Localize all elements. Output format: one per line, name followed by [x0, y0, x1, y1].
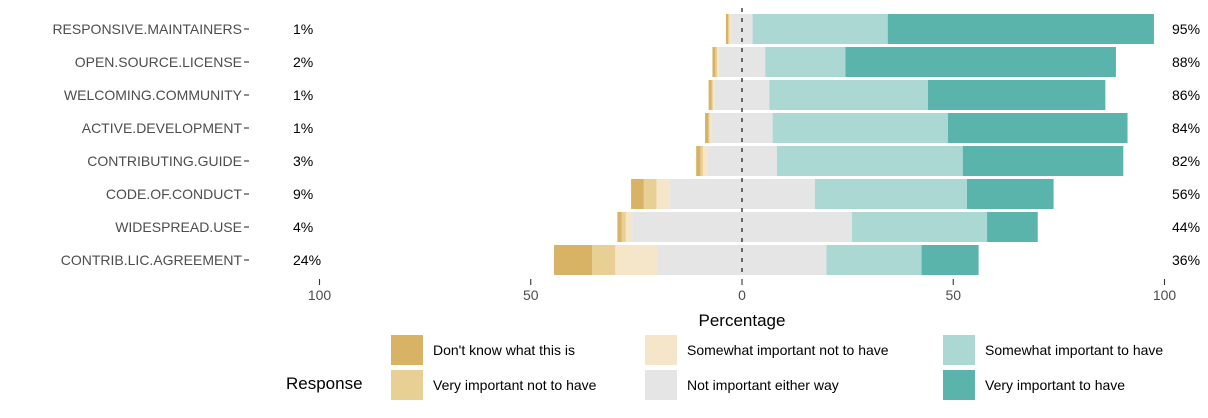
category-label: CONTRIB.LIC.AGREEMENT — [61, 252, 243, 268]
bar-segment — [702, 146, 708, 176]
category-label: RESPONSIVE.MAINTAINERS — [52, 21, 242, 37]
legend-swatch — [943, 335, 975, 365]
bar-segment — [714, 80, 770, 110]
left-percent-labels: 1% 2% 1% 1% 3% 9% 4% 24% — [293, 21, 321, 268]
bar-segment — [851, 212, 988, 242]
bar-segment — [711, 80, 713, 110]
bar-segment — [708, 80, 712, 110]
right-percent-label: 88% — [1172, 54, 1200, 70]
category-label: WELCOMING.COMMUNITY — [64, 87, 243, 103]
bar-segment — [765, 47, 846, 77]
x-tick-label: 100 — [308, 287, 332, 303]
left-percent-label: 4% — [293, 219, 313, 235]
right-percent-label: 84% — [1172, 120, 1200, 136]
bar-segment — [615, 245, 658, 275]
x-tick-label: 50 — [523, 287, 539, 303]
bar-segment — [656, 179, 670, 209]
right-percent-label: 56% — [1172, 186, 1200, 202]
bar-segment — [592, 245, 616, 275]
x-tick-label: 0 — [738, 287, 746, 303]
left-percent-label: 9% — [293, 186, 313, 202]
right-percent-label: 36% — [1172, 252, 1200, 268]
legend-swatch — [645, 370, 677, 400]
bar-segment — [752, 14, 888, 44]
legend-label: Not important either way — [687, 377, 839, 393]
left-percent-label: 2% — [293, 54, 313, 70]
bar-segment — [725, 14, 729, 44]
x-axis: 100 50 0 50 100 — [308, 279, 1177, 303]
category-label: OPEN.SOURCE.LICENSE — [75, 54, 242, 70]
legend-swatch — [391, 370, 423, 400]
bar-segment — [705, 113, 709, 143]
x-axis-title: Percentage — [699, 311, 786, 330]
category-label: WIDESPREAD.USE — [115, 219, 242, 235]
legend-label: Somewhat important not to have — [687, 342, 889, 358]
left-percent-label: 3% — [293, 153, 313, 169]
bar-segment — [927, 80, 1106, 110]
legend-label: Somewhat important to have — [985, 342, 1163, 358]
bar-segment — [712, 47, 716, 77]
bar-segment — [715, 47, 718, 77]
bar-segment — [709, 113, 712, 143]
bars — [553, 8, 1154, 278]
category-label: CONTRIBUTING.GUIDE — [87, 153, 242, 169]
category-label: ACTIVE.DEVELOPMENT — [82, 120, 243, 136]
right-percent-label: 44% — [1172, 219, 1200, 235]
bar-segment — [700, 146, 703, 176]
bar-segment — [696, 146, 701, 176]
left-percent-label: 1% — [293, 120, 313, 136]
legend-label: Don't know what this is — [433, 342, 575, 358]
bar-segment — [621, 212, 626, 242]
bar-segment — [712, 80, 715, 110]
category-labels: RESPONSIVE.MAINTAINERS OPEN.SOURCE.LICENS… — [52, 21, 249, 268]
bar-segment — [708, 113, 710, 143]
bar-segment — [729, 14, 732, 44]
bar-segment — [643, 179, 657, 209]
bar-segment — [772, 113, 948, 143]
bar-segment — [966, 179, 1054, 209]
bar-segment — [769, 80, 928, 110]
legend-label: Very important not to have — [433, 377, 597, 393]
bar-segment — [887, 14, 1154, 44]
left-percent-label: 24% — [293, 252, 321, 268]
left-percent-label: 1% — [293, 87, 313, 103]
bar-segment — [776, 146, 963, 176]
bar-segment — [962, 146, 1124, 176]
bar-segment — [728, 14, 730, 44]
bar-segment — [826, 245, 922, 275]
category-label: CODE.OF.CONDUCT — [106, 186, 243, 202]
x-tick-label: 50 — [945, 287, 961, 303]
right-percent-label: 86% — [1172, 87, 1200, 103]
bar-segment — [631, 179, 644, 209]
bar-segment — [669, 179, 815, 209]
bar-segment — [921, 245, 979, 275]
bar-segment — [845, 47, 1116, 77]
right-percent-labels: 95% 88% 86% 84% 82% 56% 44% 36% — [1172, 21, 1200, 268]
legend-swatch — [391, 335, 423, 365]
bar-segment — [717, 47, 719, 77]
bar-segment — [987, 212, 1038, 242]
right-percent-label: 82% — [1172, 153, 1200, 169]
bar-segment — [553, 245, 593, 275]
legend-title: Response — [286, 374, 363, 393]
bar-segment — [632, 212, 852, 242]
legend-swatch — [943, 370, 975, 400]
left-percent-label: 1% — [293, 21, 313, 37]
legend-swatch — [645, 335, 677, 365]
bar-segment — [947, 113, 1128, 143]
bar-segment — [617, 212, 622, 242]
legend-label: Very important to have — [985, 377, 1125, 393]
legend: Response Don't know what this is Very imp… — [286, 335, 1163, 400]
right-percent-label: 95% — [1172, 21, 1200, 37]
bar-segment — [814, 179, 967, 209]
x-tick-label: 100 — [1153, 287, 1177, 303]
bar-segment — [625, 212, 633, 242]
